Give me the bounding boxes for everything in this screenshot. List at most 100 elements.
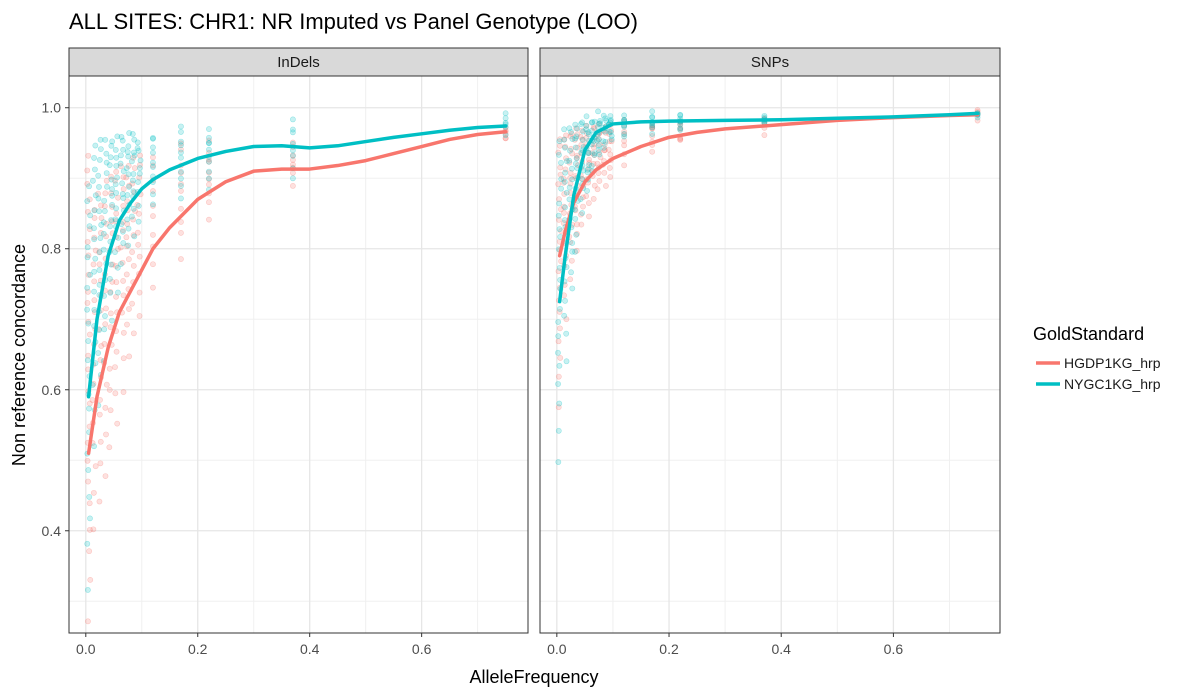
data-point <box>120 174 127 180</box>
data-point <box>90 489 97 496</box>
data-point <box>558 185 565 192</box>
data-point <box>95 172 102 179</box>
x-axis-title: AlleleFrequency <box>469 667 598 687</box>
data-point <box>118 163 124 170</box>
data-point <box>502 135 509 142</box>
data-point <box>608 136 615 143</box>
data-point <box>572 144 579 151</box>
data-point <box>113 205 119 212</box>
data-point <box>578 121 584 127</box>
data-point <box>102 313 108 319</box>
data-point <box>178 229 184 236</box>
data-point <box>602 129 609 136</box>
data-point <box>557 325 563 332</box>
data-point <box>129 249 135 255</box>
data-point <box>573 155 580 162</box>
data-point <box>103 150 110 157</box>
data-point <box>569 165 575 172</box>
data-point <box>85 618 91 625</box>
x-tick-label: 0.2 <box>659 641 679 657</box>
data-point <box>621 142 628 149</box>
data-point <box>134 145 141 152</box>
data-point <box>577 196 584 202</box>
data-point <box>126 182 133 189</box>
data-point <box>136 289 143 296</box>
data-point <box>563 316 570 323</box>
data-point <box>120 186 127 192</box>
x-tick-label: 0.0 <box>76 641 96 657</box>
data-point <box>125 162 132 169</box>
data-point <box>119 137 126 144</box>
data-point <box>97 438 104 445</box>
data-point <box>578 141 585 148</box>
data-point <box>84 238 91 245</box>
data-point <box>92 255 99 262</box>
data-point <box>90 177 96 184</box>
data-point <box>591 150 598 157</box>
data-point <box>102 136 109 143</box>
data-point <box>85 252 92 259</box>
data-point <box>178 149 184 156</box>
data-point <box>563 330 570 337</box>
data-point <box>123 234 130 241</box>
data-point <box>578 211 584 218</box>
data-point <box>113 154 120 161</box>
data-point <box>568 129 574 135</box>
data-point <box>129 131 136 137</box>
data-point <box>178 175 184 182</box>
data-point <box>677 137 684 143</box>
data-point <box>555 338 562 345</box>
data-point <box>103 177 110 184</box>
data-point <box>130 177 136 184</box>
data-point <box>602 139 609 145</box>
data-point <box>129 213 135 220</box>
data-point <box>95 195 102 202</box>
data-point <box>567 175 573 181</box>
data-point <box>102 404 109 411</box>
data-point <box>206 158 212 165</box>
smooth-line-nygc1kg_hrp <box>557 111 980 304</box>
data-point <box>555 459 562 465</box>
data-point <box>557 136 563 143</box>
data-point <box>677 112 684 119</box>
data-point <box>91 206 98 213</box>
data-point <box>91 288 97 295</box>
data-point <box>206 126 212 132</box>
data-point <box>607 174 614 180</box>
data-point <box>579 119 586 126</box>
data-point <box>91 155 97 161</box>
data-point <box>578 221 585 228</box>
data-point <box>85 271 92 278</box>
data-point <box>555 149 562 156</box>
data-point <box>649 113 656 120</box>
data-point <box>150 261 156 268</box>
data-point <box>206 137 212 144</box>
data-point <box>86 196 93 203</box>
data-point <box>91 443 97 450</box>
data-point <box>596 178 603 184</box>
data-point <box>561 203 567 210</box>
data-point <box>649 133 656 139</box>
data-point <box>606 131 613 137</box>
data-point <box>580 194 586 201</box>
data-point <box>206 181 212 188</box>
data-point <box>290 182 296 189</box>
data-point <box>585 165 592 172</box>
data-point <box>115 234 122 241</box>
data-point <box>556 400 563 407</box>
data-point <box>595 121 602 128</box>
data-point <box>562 169 569 176</box>
data-point <box>91 225 97 232</box>
data-point <box>561 191 568 197</box>
data-point <box>573 231 580 238</box>
data-point <box>591 141 598 148</box>
data-point <box>572 135 579 142</box>
data-point <box>580 203 586 210</box>
data-point <box>563 158 570 165</box>
data-point <box>583 122 590 129</box>
data-point <box>595 142 602 149</box>
data-point <box>107 289 114 296</box>
data-point <box>86 331 93 338</box>
data-point <box>573 247 580 254</box>
data-point <box>150 188 156 194</box>
